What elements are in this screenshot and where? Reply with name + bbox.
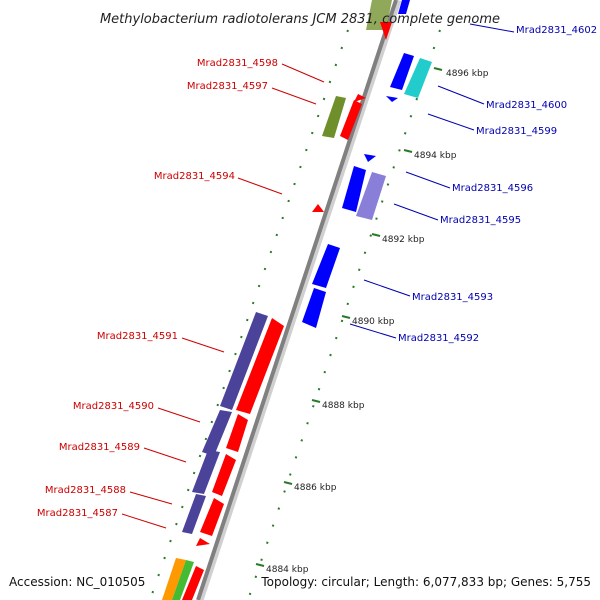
gene-label: Mrad2831_4598 — [197, 58, 278, 69]
gene-mrad2831-4589-fwd — [212, 454, 236, 496]
gene-small-blue-arrow-2 — [364, 154, 376, 162]
gene-mrad2831-4590 — [202, 410, 232, 456]
tick-label: 4894 kbp — [414, 151, 457, 161]
leader-4594 — [237, 177, 283, 195]
leader-4597 — [271, 87, 317, 105]
tick-4884 — [255, 563, 265, 567]
gene-mrad2831-4599 — [404, 58, 432, 98]
gene-mrad2831-4591-fwd — [236, 318, 284, 414]
leader-4587 — [121, 513, 167, 529]
gene-mrad2831-4587 — [200, 498, 224, 536]
gene-label: Mrad2831_4590 — [73, 401, 154, 412]
leader-4602 — [469, 23, 515, 33]
tick-label: 4896 kbp — [446, 69, 489, 79]
tick-labels: 4896 kbp 4894 kbp 4892 kbp 4890 kbp 4888… — [266, 69, 489, 575]
leader-4592 — [349, 323, 397, 339]
gene-orange-bottom — [162, 558, 186, 600]
gene-mrad2831-4595 — [356, 172, 386, 220]
tick-4892 — [371, 233, 381, 237]
gene-label: Mrad2831_4587 — [37, 508, 118, 519]
gene-label: Mrad2831_4594 — [154, 171, 235, 182]
gene-red-bottom — [182, 566, 204, 600]
dotted-track-right-outer — [247, 29, 441, 600]
gene-label: Mrad2831_4593 — [412, 292, 493, 303]
tick-label: 4884 kbp — [266, 565, 309, 575]
gene-label: Mrad2831_4595 — [440, 215, 521, 226]
topology-text: Topology: circular; Length: 6,077,833 bp… — [260, 575, 591, 589]
gene-mrad2831-4594 — [312, 204, 324, 212]
accession-text: Accession: NC_010505 — [9, 575, 145, 589]
leader-4591 — [181, 337, 225, 353]
reverse-leader-lines — [349, 23, 515, 339]
gene-label: Mrad2831_4592 — [398, 333, 479, 344]
forward-genes — [162, 94, 366, 600]
genome-backbone — [196, 0, 402, 600]
tick-label: 4886 kbp — [294, 483, 337, 493]
tick-label: 4890 kbp — [352, 317, 395, 327]
tick-4890 — [341, 315, 351, 319]
forward-leader-lines — [121, 63, 325, 529]
reverse-genes — [302, 0, 432, 328]
gene-mrad2831-4589 — [192, 450, 220, 494]
gene-small-blue-arrow-1 — [386, 96, 398, 102]
gene-small-red-arrow-1 — [354, 94, 366, 102]
map-title: Methylobacterium radiotolerans JCM 2831,… — [100, 12, 500, 27]
tick-label: 4892 kbp — [382, 235, 425, 245]
gene-mrad2831-4592 — [302, 288, 326, 328]
gene-label: Mrad2831_4591 — [97, 331, 178, 342]
tick-4896 — [433, 67, 443, 71]
gene-label: Mrad2831_4596 — [452, 183, 533, 194]
gene-green-bottom — [172, 560, 194, 600]
gene-mrad2831-4597 — [322, 96, 346, 138]
gene-label: Mrad2831_4600 — [486, 100, 567, 111]
leader-4593 — [363, 279, 411, 297]
leader-4595 — [393, 203, 439, 221]
leader-4596 — [405, 171, 451, 189]
tick-4888 — [311, 399, 321, 403]
leader-4590 — [157, 407, 201, 423]
gene-mrad2831-4598 — [340, 100, 362, 140]
leader-4599 — [427, 113, 475, 131]
gene-red-top-arrow — [380, 22, 392, 40]
gene-label: Mrad2831_4589 — [59, 442, 140, 453]
gene-label: Mrad2831_4588 — [45, 485, 126, 496]
backbone-line — [196, 0, 398, 600]
gene-small-red-arrow-2 — [196, 538, 210, 546]
gene-blue-top — [398, 0, 410, 14]
gene-label: Mrad2831_4599 — [476, 126, 557, 137]
tick-4886 — [283, 481, 293, 485]
gene-mrad2831-4591 — [220, 312, 268, 410]
reverse-gene-labels: Mrad2831_4602 Mrad2831_4600 Mrad2831_459… — [398, 25, 597, 344]
leader-4589 — [143, 447, 187, 463]
leader-4600 — [437, 85, 485, 105]
leader-4598 — [281, 63, 325, 83]
gene-mrad2831-4590-fwd — [226, 414, 248, 452]
gene-label: Mrad2831_4597 — [187, 81, 268, 92]
gene-mrad2831-4596 — [342, 166, 366, 212]
gene-mrad2831-4593 — [312, 244, 340, 288]
tick-label: 4888 kbp — [322, 401, 365, 411]
gene-mrad2831-4600 — [390, 53, 414, 90]
gene-label: Mrad2831_4602 — [516, 25, 597, 36]
tick-4894 — [403, 149, 413, 153]
gene-mrad2831-4588 — [182, 494, 206, 534]
leader-4588 — [129, 491, 173, 505]
forward-gene-labels: Mrad2831_4598 Mrad2831_4597 Mrad2831_459… — [37, 58, 278, 519]
tick-marks — [255, 67, 443, 567]
